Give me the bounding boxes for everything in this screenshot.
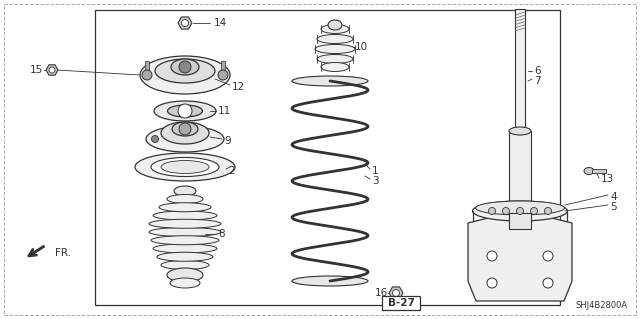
Ellipse shape [174,186,196,196]
Text: 3: 3 [372,176,379,186]
Bar [509,131,531,211]
Ellipse shape [161,261,209,270]
Text: FR.: FR. [55,248,71,258]
Polygon shape [178,17,192,29]
Bar [221,61,225,75]
Ellipse shape [321,25,349,33]
Circle shape [179,61,191,73]
Circle shape [502,207,509,214]
Text: SHJ4B2800A: SHJ4B2800A [576,300,628,309]
Ellipse shape [315,44,355,54]
Text: B-27: B-27 [388,298,415,308]
Ellipse shape [135,153,235,181]
Text: 16: 16 [375,288,388,298]
Bar [95,10,560,305]
Ellipse shape [584,167,594,174]
Ellipse shape [292,276,368,286]
Ellipse shape [476,201,564,215]
Text: 15: 15 [30,65,44,75]
Text: 5: 5 [610,202,616,212]
Ellipse shape [472,201,568,221]
Text: 14: 14 [214,18,227,28]
Circle shape [531,207,538,214]
Ellipse shape [292,76,368,86]
Ellipse shape [321,63,349,71]
Circle shape [49,67,55,73]
Ellipse shape [161,122,209,144]
Bar [515,9,525,131]
Ellipse shape [167,268,203,282]
Text: 10: 10 [355,42,368,52]
Text: 9: 9 [224,136,230,146]
Ellipse shape [168,105,202,117]
Ellipse shape [151,236,219,245]
Ellipse shape [509,207,531,215]
Ellipse shape [167,195,203,204]
Ellipse shape [153,211,217,220]
Bar [382,296,420,310]
Bar [509,213,531,229]
Circle shape [182,19,189,26]
Ellipse shape [317,55,353,63]
Circle shape [152,136,159,143]
Circle shape [543,251,553,261]
Circle shape [487,278,497,288]
Ellipse shape [171,59,199,75]
Circle shape [516,207,524,214]
Polygon shape [389,287,403,299]
Circle shape [488,207,495,214]
Polygon shape [468,213,572,301]
Ellipse shape [140,56,230,94]
Text: 11: 11 [218,106,231,116]
Ellipse shape [161,160,209,174]
Ellipse shape [317,34,353,43]
Ellipse shape [172,122,198,136]
Text: 2: 2 [228,166,235,176]
Ellipse shape [170,278,200,288]
Bar [592,169,606,173]
Ellipse shape [159,203,211,212]
Ellipse shape [328,20,342,30]
Ellipse shape [149,227,221,236]
Circle shape [178,104,192,118]
Circle shape [487,251,497,261]
Circle shape [545,207,552,214]
Text: 8: 8 [218,229,225,239]
Bar [145,61,149,75]
Text: 1: 1 [372,166,379,176]
Circle shape [179,123,191,135]
Text: 12: 12 [232,82,245,92]
Text: 7: 7 [534,76,541,86]
Ellipse shape [149,219,221,228]
Ellipse shape [146,126,224,152]
Circle shape [392,290,399,296]
Ellipse shape [157,252,213,261]
Ellipse shape [509,127,531,135]
Ellipse shape [154,101,216,121]
Text: 6: 6 [534,66,541,76]
Polygon shape [46,65,58,75]
Ellipse shape [151,158,219,176]
Circle shape [218,70,228,80]
Text: 13: 13 [601,174,614,184]
Circle shape [142,70,152,80]
Ellipse shape [153,244,217,253]
Circle shape [543,278,553,288]
Text: 4: 4 [610,192,616,202]
Ellipse shape [155,59,215,83]
